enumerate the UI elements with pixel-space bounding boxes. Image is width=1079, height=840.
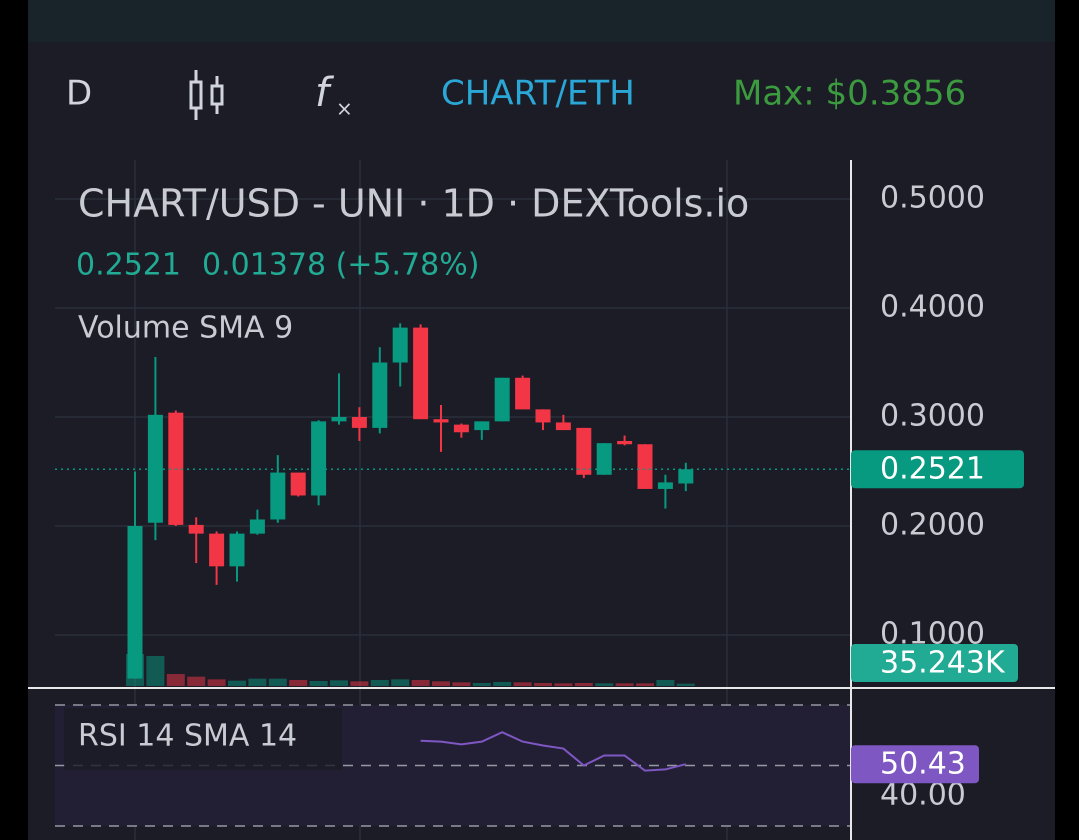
volume-bar <box>248 678 267 686</box>
rsi-label: 50.43 <box>880 747 966 782</box>
candle-body <box>311 421 327 496</box>
volume-bar <box>452 682 471 686</box>
candle-body <box>127 526 143 679</box>
candle-body <box>637 444 653 489</box>
volume-bar <box>309 681 328 686</box>
volume-bar <box>534 683 552 686</box>
rsi-legend: RSI 14 SMA 14 <box>78 719 297 754</box>
candle-body <box>372 362 388 428</box>
candle-body <box>188 524 204 534</box>
volume-bar <box>574 683 593 686</box>
volume-bar <box>432 681 450 686</box>
candle-body <box>270 472 286 520</box>
candle-body <box>290 472 306 496</box>
volume-bar <box>207 679 226 686</box>
candle-body <box>576 427 592 475</box>
max-price: Max: $0.3856 <box>733 74 966 114</box>
chart-title: CHART/USD - UNI · 1D · DEXTools.io <box>78 182 749 226</box>
candle-body <box>229 533 245 567</box>
candle-body <box>433 419 449 423</box>
volume-bar <box>350 681 369 686</box>
candle-body <box>249 519 265 534</box>
volume-badge <box>851 644 1018 682</box>
volume-bar <box>289 680 308 686</box>
rsi-badge <box>851 745 979 784</box>
top-bar <box>28 0 1055 42</box>
volume-bar <box>228 680 246 686</box>
candle-body <box>678 469 694 484</box>
volume-bar <box>493 682 512 686</box>
volume-bar <box>472 683 491 686</box>
candle-body <box>617 440 633 445</box>
candle-body <box>209 533 225 567</box>
volume-bar <box>330 680 348 686</box>
edge <box>1055 0 1079 840</box>
plot <box>55 198 851 827</box>
y-tick-label: 0.4000 <box>880 290 985 325</box>
candle-body <box>413 327 429 420</box>
volume-bar <box>554 683 573 686</box>
volume-label: 35.243K <box>880 646 1006 681</box>
volume-bar <box>636 683 654 686</box>
candle-body <box>657 482 673 489</box>
candle-body <box>392 327 408 363</box>
last-price-badge <box>851 450 1024 489</box>
candle-body <box>147 414 163 523</box>
volume-bar <box>411 680 430 686</box>
overlay: 0.10000.20000.30000.40000.50000.252135.2… <box>851 181 1024 812</box>
volume-bar <box>595 683 614 686</box>
change-text: 0.01378 (+5.78%) <box>202 248 479 283</box>
candle-body <box>515 377 531 410</box>
candle-body <box>474 421 490 431</box>
pair[interactable]: CHART/ETH <box>441 74 635 114</box>
volume-bar <box>656 680 675 686</box>
volume-bar <box>615 683 634 686</box>
last-price-label: 0.2521 <box>880 452 985 487</box>
candle-body <box>555 422 571 431</box>
candle-body <box>535 409 551 423</box>
last-price-text: 0.2521 <box>76 248 181 283</box>
interval[interactable]: D <box>66 74 92 114</box>
volume-bar <box>513 682 532 686</box>
rsi-legend-bg <box>64 708 342 770</box>
volume-bar <box>146 656 165 686</box>
volume-bar <box>370 680 389 686</box>
rsi-line <box>420 731 687 772</box>
candle-body <box>331 417 347 422</box>
y-tick-label: 0.3000 <box>880 399 985 434</box>
candle-body <box>453 424 469 433</box>
volume-bar <box>676 683 695 686</box>
y-tick-label: 0.5000 <box>880 181 985 216</box>
y-tick-label: 0.2000 <box>880 508 985 543</box>
candle-body <box>494 377 510 422</box>
candle-body <box>596 443 612 475</box>
volume-bar <box>166 674 185 686</box>
candle-icon[interactable] <box>189 70 224 120</box>
svg-text:×: × <box>336 97 353 121</box>
volume-legend: Volume SMA 9 <box>78 311 293 346</box>
candle-body <box>351 417 367 428</box>
volume-bar <box>268 678 287 686</box>
volume-bar <box>187 676 206 686</box>
volume-bar <box>391 679 410 686</box>
